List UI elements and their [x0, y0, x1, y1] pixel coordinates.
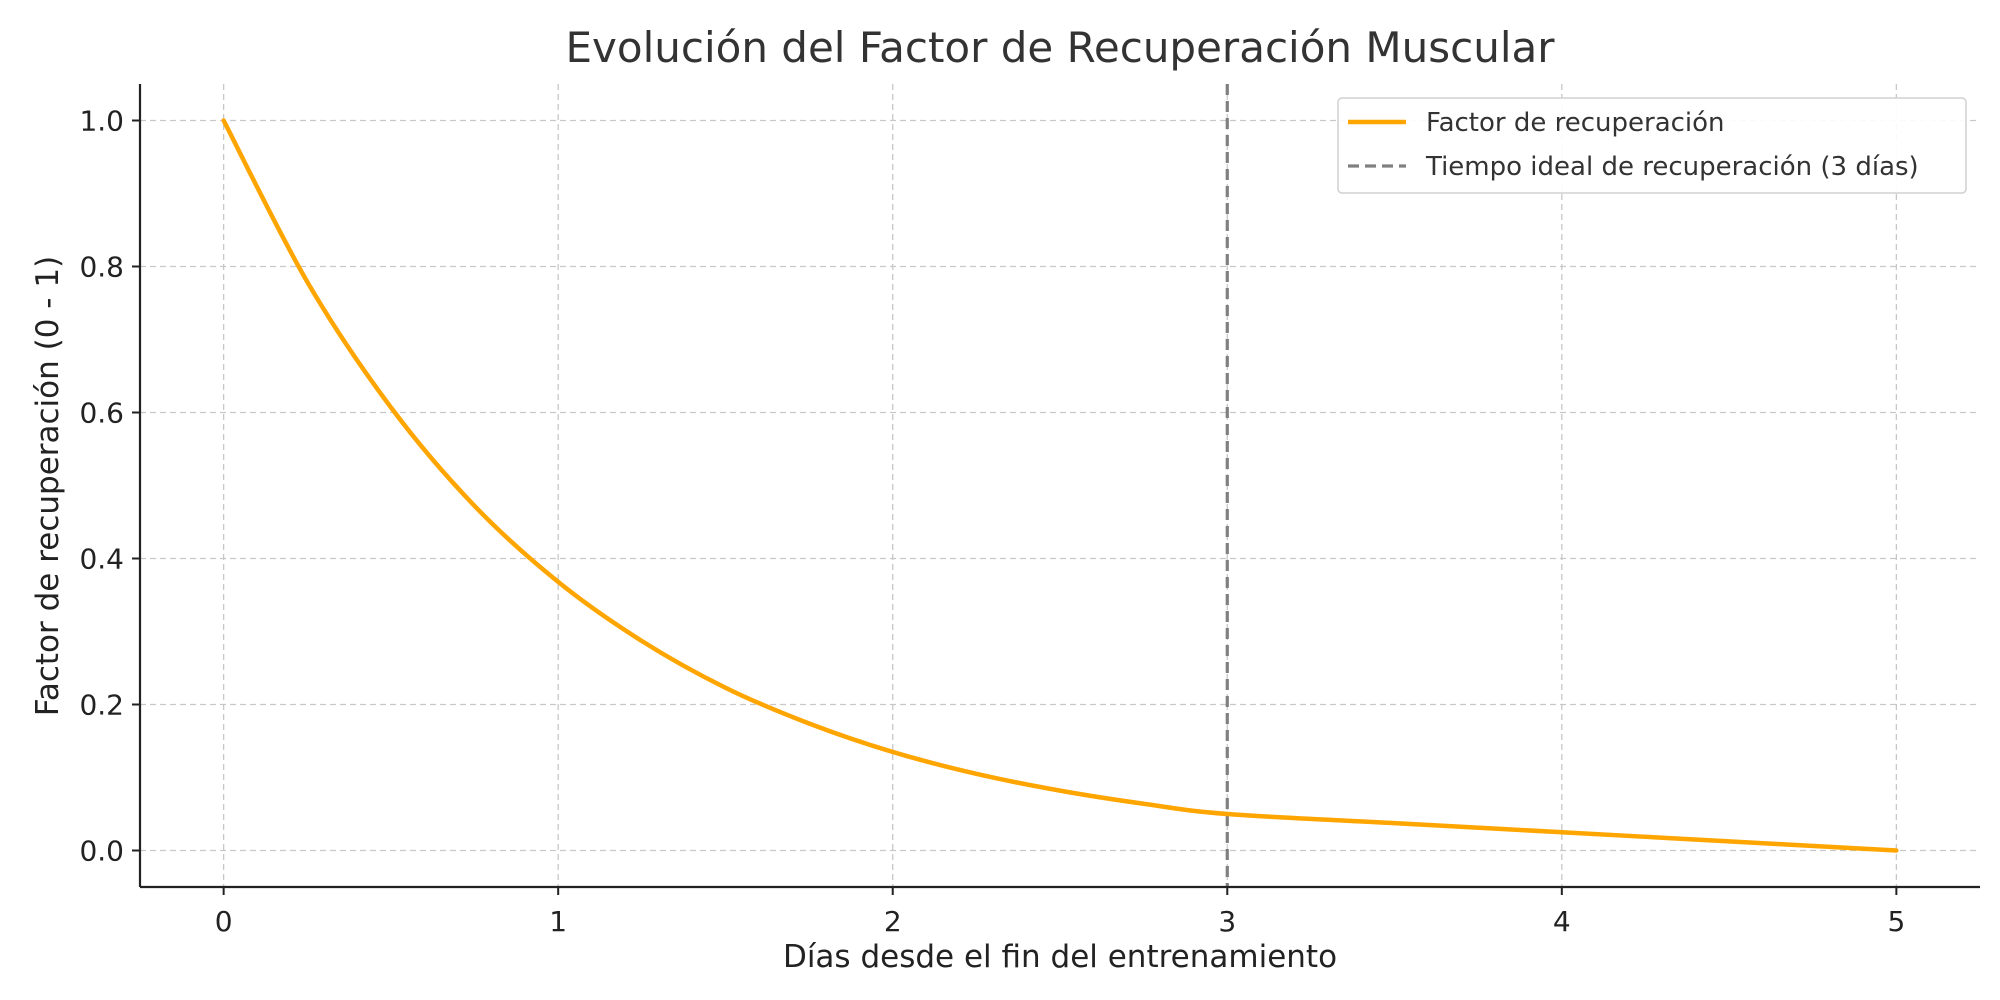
legend-label-ideal-time: Tiempo ideal de recuperación (3 días)	[1425, 152, 1919, 182]
y-tick-label: 0.0	[79, 835, 124, 868]
chart-title: Evolución del Factor de Recuperación Mus…	[566, 23, 1556, 72]
y-axis-label: Factor de recuperación (0 - 1)	[30, 256, 66, 716]
y-tick-label: 0.6	[79, 397, 124, 430]
x-tick-label: 1	[549, 905, 567, 938]
legend-box	[1337, 97, 1967, 194]
y-tick-label: 0.2	[79, 689, 124, 722]
x-tick-label: 0	[215, 905, 233, 938]
y-tick-label: 0.8	[79, 251, 124, 284]
axes	[138, 84, 1980, 889]
recovery-factor-line	[221, 118, 1899, 853]
x-tick-label: 2	[884, 905, 902, 938]
y-tick-label: 0.4	[79, 543, 124, 576]
x-axis-label: Días desde el fin del entrenamiento	[783, 939, 1337, 975]
grid	[140, 84, 1980, 887]
legend: Factor de recuperación Tiempo ideal de r…	[1337, 97, 1967, 194]
x-tick-label: 3	[1218, 905, 1236, 938]
series-lines	[221, 118, 1899, 853]
legend-label-recovery-factor: Factor de recuperación	[1426, 108, 1725, 138]
x-tick-label: 5	[1887, 905, 1905, 938]
y-tick-label: 1.0	[79, 105, 124, 138]
ticks: 0 1 2 3 4 5 0.0 0.2 0.4 0.6 0.8 1.0	[79, 105, 1905, 939]
x-tick-label: 4	[1553, 905, 1571, 938]
